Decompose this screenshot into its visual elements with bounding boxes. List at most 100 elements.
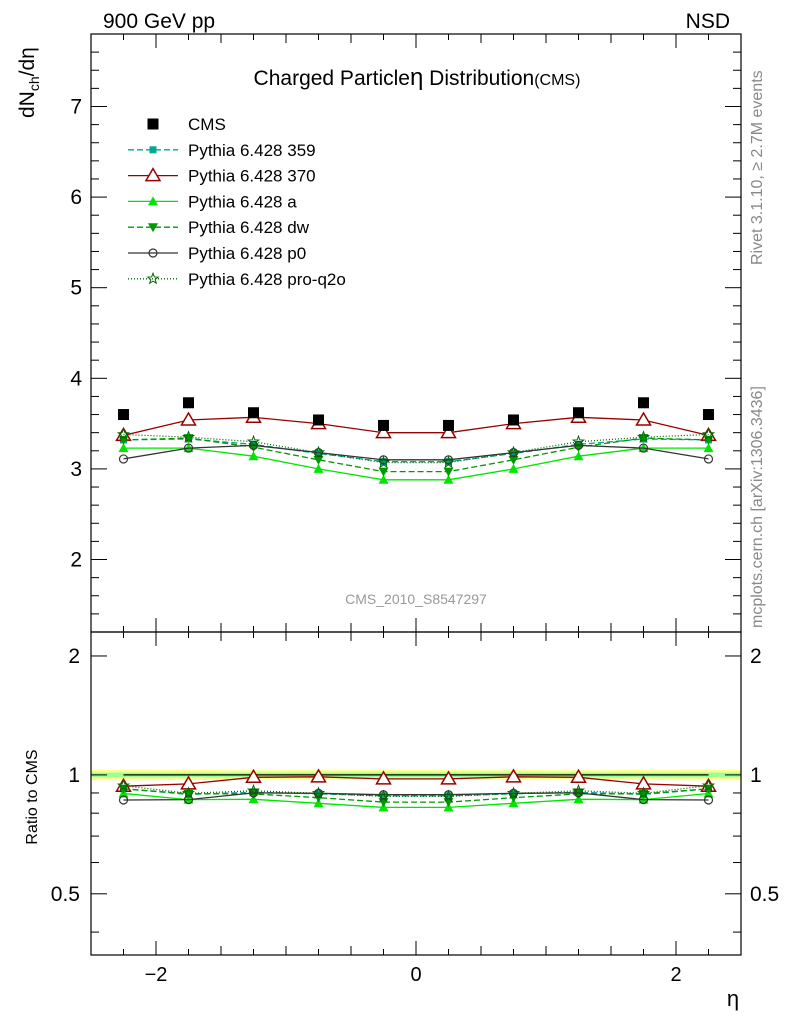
ratio-point-p359 [380,792,387,800]
legend-label-pdw: Pythia 6.428 dw [188,218,310,237]
series-layer [115,397,717,484]
ratio-point-pq2o [506,786,521,799]
series-point-pq2o [701,427,716,441]
series-pp0 [118,440,714,465]
y-tick-label: 4 [70,367,82,390]
ratio-point-pp0 [703,795,714,805]
series-point-p370 [180,411,197,426]
legend-marker-p370 [144,167,162,182]
ratio-series-pa [118,788,714,812]
series-line-pp0 [123,444,709,461]
series-point-p370 [635,411,652,426]
y-axis-label-main: dN [16,91,39,118]
series-point-p359 [380,458,387,466]
cms-data-point [248,407,259,419]
ratio-series-pq2o [116,778,716,803]
ratio-line-pa [123,792,709,809]
series-point-p359 [315,450,322,458]
chart-title-suffix: (CMS) [534,72,580,89]
series-line-p370 [123,416,709,437]
ratio-point-p370 [440,770,457,785]
ratio-point-p370 [245,768,262,784]
series-point-p359 [510,450,517,458]
y-tick-label: 7 [70,95,82,118]
cms-data-point [378,419,389,431]
series-line-pq2o [123,433,709,464]
series-point-pdw [313,455,324,465]
energy-label: 900 GeV pp [103,10,215,33]
x-tick-label: 0 [410,964,421,986]
series-point-pa [313,463,324,473]
cms-data-point [703,409,714,421]
ratio-y-axis-label: Ratio to CMS [24,749,41,844]
ratio-line-pp0 [123,792,709,801]
series-point-pq2o [441,455,456,469]
series-point-pq2o [506,445,521,459]
ratio-point-p359 [445,792,452,800]
series-point-p359 [445,458,452,466]
rivet-label: Rivet 3.1.10, ≥ 2.7M events [749,70,766,265]
series-point-pdw [378,467,389,477]
ratio-y-tick-label: 1 [68,764,80,787]
y-tick-label: 6 [70,186,82,209]
ratio-point-pp0 [248,788,259,798]
y-axis-label-tail: /dη [16,47,39,76]
legend-label-p370: Pythia 6.428 370 [188,167,316,186]
chart-title: Charged Particleη Distribution(CMS) [254,64,581,91]
legend-item-p359: Pythia 6.428 359 [128,141,316,160]
ratio-point-pp0 [573,788,584,798]
series-point-pq2o [246,434,261,448]
series-point-pa [118,443,129,453]
series-point-pa [703,443,714,453]
y-tick-label: 2 [70,549,82,572]
ratio-point-p370 [570,768,587,784]
cms-data-point [313,414,324,426]
legend-label-pa: Pythia 6.428 a [188,192,297,211]
ratio-point-pq2o [246,783,261,797]
series-point-pq2o [116,427,131,441]
ratio-point-pa [508,798,519,808]
series-point-pa [248,451,259,461]
series-line-pa [123,447,709,481]
ratio-point-pq2o [571,783,586,797]
series-pq2o [116,427,716,469]
y-axis-label-sub: ch [26,76,42,91]
series-point-pp0 [313,448,324,458]
ratio-y-tick-label: 0.5 [51,883,80,906]
ratio-point-pa [313,798,324,808]
legend-item-pq2o: Pythia 6.428 pro-q2o [128,270,346,289]
cms-data-point [508,414,519,426]
series-point-pa [508,463,519,473]
ratio-line-p370 [123,776,709,787]
mcplots-label: mcplots.cern.ch [arXiv:1306.3436] [749,386,766,628]
series-point-pp0 [248,440,259,450]
ratio-point-pq2o [636,786,651,799]
legend-item-cms: CMS [147,115,226,134]
legend-item-p370: Pythia 6.428 370 [128,167,316,186]
legend-item-pp0: Pythia 6.428 p0 [128,244,306,263]
ratio-point-pq2o [311,786,326,799]
ratio-point-pp0 [313,788,324,798]
series-point-pq2o [311,445,326,459]
series-point-pp0 [573,440,584,450]
ratio-series-layer [115,768,717,812]
series-point-pp0 [183,443,194,453]
legend-marker-pq2o [146,271,160,285]
legend-marker-pdw [148,223,158,233]
ratio-point-pq2o [116,778,131,792]
series-point-pp0 [638,443,649,453]
series-point-pa [378,474,389,484]
x-tick-label: −2 [145,964,168,986]
series-point-pp0 [508,448,519,458]
ratio-point-pq2o [181,786,196,799]
series-point-pq2o [636,430,651,443]
series-line-p359 [123,438,709,463]
legend-marker-cms [147,118,159,130]
legend-label-p359: Pythia 6.428 359 [188,141,316,160]
series-point-pq2o [181,430,196,443]
y-tick-label: 3 [70,458,82,481]
x-tick-label: 2 [670,964,681,986]
ratio-point-pp0 [118,795,129,805]
ratio-y-tick-label-right: 1 [750,764,762,787]
